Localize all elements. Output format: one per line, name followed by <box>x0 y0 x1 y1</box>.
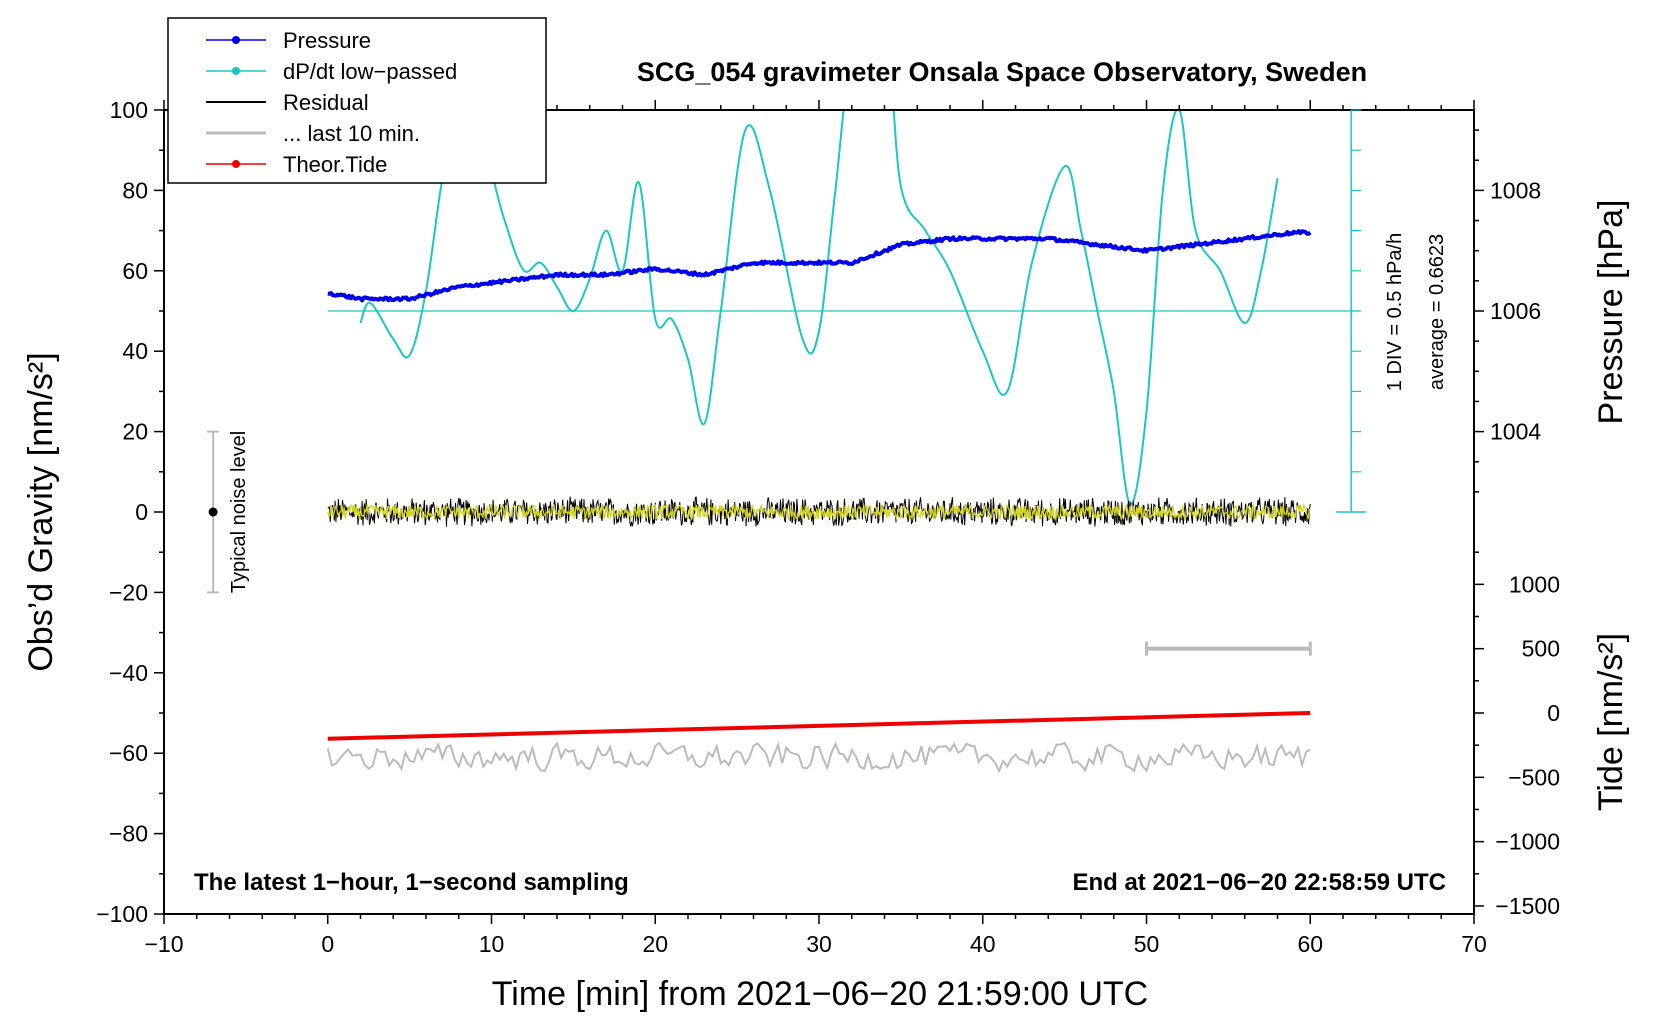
axes-layer: −10 0 10 20 30 40 50 60 70100806040200−20−40−60−… <box>96 97 1560 957</box>
pressure-tick-label: 1006 <box>1490 298 1541 324</box>
tide-tick-label: 500 <box>1522 636 1560 662</box>
tide-tick-label: 1000 <box>1509 571 1560 597</box>
y-tick-label: 20 <box>122 419 148 445</box>
dpdt-div-note: 1 DIV = 0.5 hPa/h <box>1384 233 1406 391</box>
dpdt-line <box>359 110 1279 506</box>
x-tick-label: 20 <box>642 931 668 957</box>
y-tick-label: −80 <box>109 821 148 847</box>
dpdt-average-note: average = 0.6623 <box>1426 234 1448 390</box>
end-time-note: End at 2021−06−20 22:58:59 UTC <box>1072 869 1446 896</box>
legend: Pressure dP/dt low−passed Residual ... l… <box>167 17 547 184</box>
x-tick-label: 10 <box>479 931 505 957</box>
y-tick-label: −40 <box>109 660 148 686</box>
noise-bar-center <box>208 507 218 517</box>
tide-tick-label: −500 <box>1508 764 1560 790</box>
y-tick-label: 100 <box>110 97 148 123</box>
x-tick-label: 50 <box>1134 931 1160 957</box>
pressure-tick-label: 1004 <box>1490 419 1541 445</box>
theor-tide-line <box>327 711 1311 741</box>
pressure-tick-label: 1008 <box>1490 177 1541 203</box>
legend-pressure-label: Pressure <box>283 28 371 53</box>
y-tick-label: −100 <box>96 901 148 927</box>
y-tick-label: 80 <box>122 177 148 203</box>
tide-tick-label: 0 <box>1547 700 1560 726</box>
chart-title: SCG_054 gravimeter Onsala Space Observat… <box>637 57 1367 87</box>
legend-dpdt-label: dP/dt low−passed <box>283 59 457 84</box>
residual-smoothed-line <box>327 502 1311 521</box>
y-tick-label: 60 <box>122 258 148 284</box>
legend-pressure-marker <box>232 36 240 44</box>
x-tick-label: 60 <box>1297 931 1323 957</box>
x-tick-label: 70 <box>1461 931 1487 957</box>
x-tick-label: 40 <box>970 931 996 957</box>
x-tick-label: 0 <box>321 931 334 957</box>
sampling-note: The latest 1−hour, 1−second sampling <box>194 869 629 896</box>
x-axis-title: Time [min] from 2021−06−20 21:59:00 UTC <box>492 975 1148 1013</box>
legend-box <box>167 17 547 184</box>
pressure-line <box>327 229 1312 303</box>
legend-last10-label: ... last 10 min. <box>283 121 420 146</box>
x-tick-label: −10 <box>144 931 183 957</box>
y-tick-label: 0 <box>135 499 148 525</box>
legend-residual-label: Residual <box>283 90 369 115</box>
y-axis-title-left: Obs’d Gravity [nm/s²] <box>22 352 60 671</box>
y-tick-label: −60 <box>109 740 148 766</box>
series-layer <box>207 110 1360 774</box>
noise-level-label: Typical noise level <box>228 431 250 593</box>
tide-tick-label: −1500 <box>1495 893 1560 919</box>
last-10min-line <box>326 741 1311 774</box>
tide-tick-label: −1000 <box>1495 829 1560 855</box>
x-tick-label: 30 <box>806 931 832 957</box>
legend-tide-label: Theor.Tide <box>283 152 387 177</box>
legend-tide-marker <box>232 160 240 168</box>
legend-dpdt-marker <box>232 67 240 75</box>
y-tick-label: 40 <box>122 338 148 364</box>
y-axis-title-tide: Tide [nm/s²] <box>1592 633 1630 811</box>
y-axis-title-pressure: Pressure [hPa] <box>1592 200 1630 425</box>
y-tick-label: −20 <box>109 579 148 605</box>
